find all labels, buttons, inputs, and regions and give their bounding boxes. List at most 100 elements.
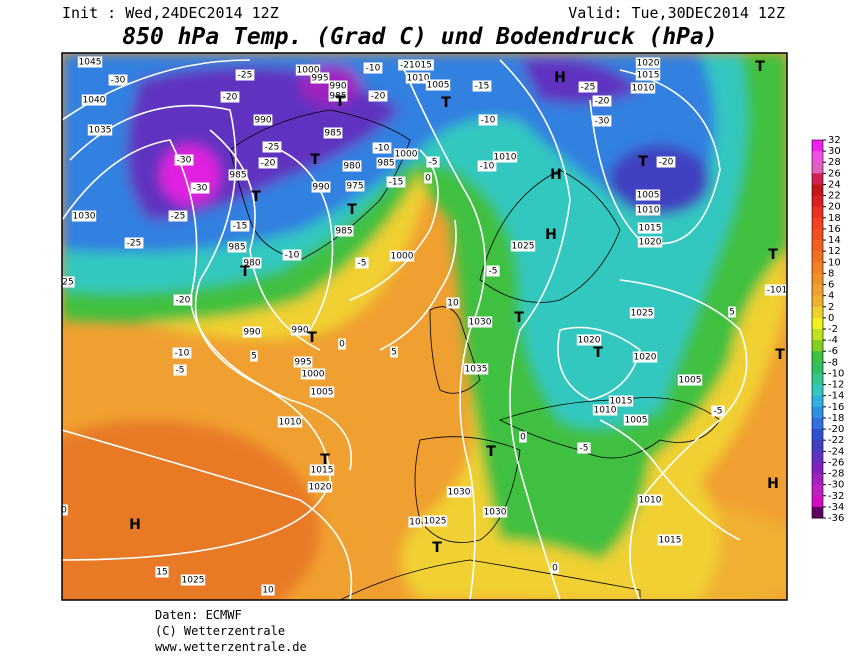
map-label-box xyxy=(486,265,500,277)
colorbar-segment xyxy=(812,251,823,263)
map-label-box xyxy=(180,574,206,586)
map-label-box xyxy=(463,363,489,375)
contour-label: 0 xyxy=(552,564,558,574)
colorbar-segment xyxy=(812,140,823,152)
pressure-center: T xyxy=(307,330,317,346)
contour-label: -20 xyxy=(261,159,276,169)
map-label-box xyxy=(250,350,258,362)
contour-label: -30 xyxy=(177,156,192,166)
contour-label: 1005 xyxy=(679,376,702,386)
colorbar-segment xyxy=(812,462,823,475)
pressure-center: T xyxy=(347,202,357,218)
contour-label: 1025 xyxy=(182,576,205,586)
contour-label: -101 xyxy=(767,286,787,296)
map-label-box xyxy=(637,236,663,248)
map: 1045 -30 1040 1035 1030 -25 25 -30 -30 -25 -20 -10 -… xyxy=(62,53,787,600)
map-label-box xyxy=(277,416,303,428)
map-label-box xyxy=(293,356,313,368)
map-label-box xyxy=(478,114,498,126)
contour-label: 995 xyxy=(294,358,311,368)
map-label-box xyxy=(472,80,492,92)
colorbar-tick-label: -32 xyxy=(828,491,844,502)
contour-label: 1025 xyxy=(631,309,654,319)
map-label-box xyxy=(168,210,188,222)
map-label-box xyxy=(519,431,527,443)
contour-label: 1010 xyxy=(639,496,662,506)
contour-label: 1005 xyxy=(637,191,660,201)
map-label-box xyxy=(630,82,656,94)
map-label-box xyxy=(230,220,250,232)
colorbar-segment xyxy=(812,217,823,230)
pressure-center: H xyxy=(767,476,779,492)
contour-label: -15 xyxy=(389,178,404,188)
contour-label: 1010 xyxy=(637,206,660,216)
map-label-box xyxy=(482,506,508,518)
contour-label: -30 xyxy=(595,117,610,127)
pressure-center: T xyxy=(335,94,345,110)
map-label-box xyxy=(242,326,262,338)
contour-label: -5 xyxy=(176,366,185,376)
colorbar-tick-label: -18 xyxy=(828,413,844,424)
map-label-box xyxy=(578,81,598,93)
coastlines xyxy=(229,109,721,600)
colorbar-tick-label: -36 xyxy=(828,513,844,524)
map-label-box xyxy=(355,257,369,269)
map-label-box xyxy=(173,364,187,376)
footer-copyright: (C) Wetterzentrale xyxy=(155,624,285,638)
map-label-box xyxy=(290,324,310,336)
map-label-box xyxy=(262,141,282,153)
contour-label: 1005 xyxy=(427,81,450,91)
contour-label: 1000 xyxy=(395,150,418,160)
map-label-box xyxy=(635,189,661,201)
contour-label: -5 xyxy=(580,444,589,454)
map-label-box xyxy=(632,351,658,363)
contour-label: -10 xyxy=(480,162,495,172)
contour-label: -10 xyxy=(285,251,300,261)
contour-label: 1015 xyxy=(637,71,660,81)
colorbar-tick-label: 14 xyxy=(828,235,841,246)
contour-label: 1010 xyxy=(632,84,655,94)
footer-url: www.wetterzentrale.de xyxy=(155,640,307,654)
colorbar-segment xyxy=(812,151,823,163)
contour-label: 985 xyxy=(377,159,394,169)
contour-label: -15 xyxy=(475,82,490,92)
pressure-center: H xyxy=(554,70,566,86)
colorbar-segment xyxy=(812,384,823,397)
map-label-box xyxy=(446,486,472,498)
contour-label: 1020 xyxy=(309,483,332,493)
pressure-center: T xyxy=(514,310,524,326)
contour-label: 990 xyxy=(243,328,260,338)
contour-label: 1045 xyxy=(79,58,102,68)
map-label-box xyxy=(656,156,676,168)
colorbar-tick-label: 4 xyxy=(828,291,834,302)
contour-label: 1020 xyxy=(634,353,657,363)
contour-label: 5 xyxy=(251,352,257,362)
map-label-box xyxy=(393,148,419,160)
contour-label: 1035 xyxy=(89,126,112,136)
contour-label: 1000 xyxy=(391,252,414,262)
map-label-box xyxy=(467,316,493,328)
map-label-box xyxy=(81,94,107,106)
contour-label: 1025 xyxy=(424,517,447,527)
map-label-box xyxy=(220,91,240,103)
colorbar-segment xyxy=(812,362,823,374)
colorbar-tick-label: -4 xyxy=(828,335,838,346)
map-label-box xyxy=(408,516,422,528)
map-label-box xyxy=(635,57,661,69)
contour-label: -5 xyxy=(714,407,723,417)
contour-label: 10 xyxy=(262,586,274,596)
contour-label: 995 xyxy=(311,74,328,84)
map-label-box xyxy=(389,250,415,262)
map-label-box xyxy=(124,237,144,249)
map-label-box xyxy=(323,127,343,139)
colorbar-segment xyxy=(812,417,823,430)
contour-label: 975 xyxy=(346,182,363,192)
colorbar-segment xyxy=(812,206,823,219)
contour-label: 1035 xyxy=(465,365,488,375)
map-label-box xyxy=(446,297,460,309)
map-label-box xyxy=(657,534,683,546)
pressure-center: T xyxy=(310,152,320,168)
map-label-box xyxy=(677,374,703,386)
map-label-box xyxy=(300,368,326,380)
